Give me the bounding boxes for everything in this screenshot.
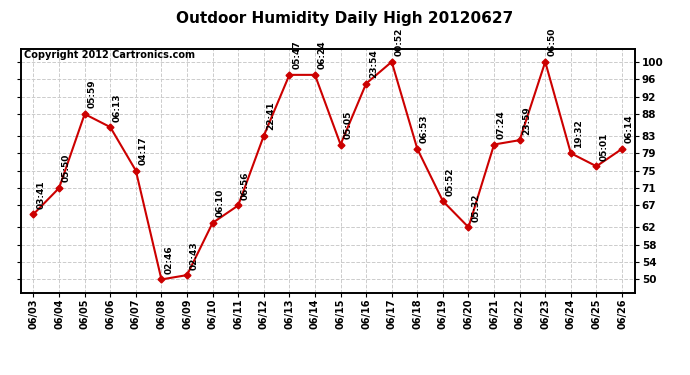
Text: 07:24: 07:24 (497, 110, 506, 139)
Text: 05:50: 05:50 (62, 154, 71, 183)
Text: Outdoor Humidity Daily High 20120627: Outdoor Humidity Daily High 20120627 (177, 11, 513, 26)
Text: 04:17: 04:17 (139, 136, 148, 165)
Text: 06:56: 06:56 (241, 171, 250, 200)
Text: 06:14: 06:14 (624, 115, 634, 143)
Text: 06:24: 06:24 (317, 40, 327, 69)
Text: 06:13: 06:13 (113, 93, 122, 122)
Text: 06:50: 06:50 (548, 28, 557, 56)
Text: Copyright 2012 Cartronics.com: Copyright 2012 Cartronics.com (23, 50, 195, 60)
Text: 05:59: 05:59 (88, 80, 97, 108)
Text: 05:52: 05:52 (446, 167, 455, 195)
Text: 06:10: 06:10 (215, 189, 224, 217)
Text: 02:43: 02:43 (190, 241, 199, 270)
Text: 05:32: 05:32 (471, 193, 480, 222)
Text: 23:54: 23:54 (369, 49, 378, 78)
Text: 22:41: 22:41 (266, 102, 275, 130)
Text: 05:01: 05:01 (599, 132, 608, 161)
Text: 00:52: 00:52 (395, 28, 404, 56)
Text: 19:32: 19:32 (573, 119, 582, 148)
Text: 02:46: 02:46 (164, 245, 173, 274)
Text: 05:47: 05:47 (292, 40, 301, 69)
Text: 05:05: 05:05 (344, 111, 353, 139)
Text: 06:53: 06:53 (420, 115, 429, 143)
Text: 23:59: 23:59 (522, 106, 531, 135)
Text: 03:41: 03:41 (37, 180, 46, 209)
